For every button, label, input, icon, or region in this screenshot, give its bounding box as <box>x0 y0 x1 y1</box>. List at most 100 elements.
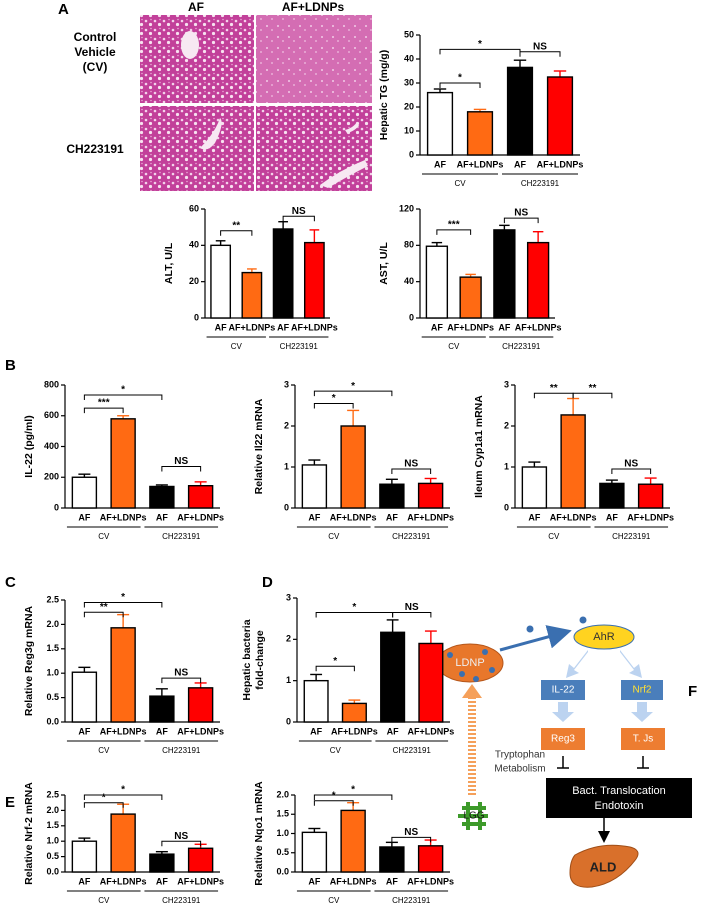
significance-label: NS <box>174 831 188 842</box>
x-tick-label: AF <box>310 726 322 736</box>
bar <box>493 229 516 319</box>
bar <box>149 853 175 873</box>
significance-label: * <box>102 792 106 803</box>
y-tick-label: 40 <box>404 276 414 286</box>
panel-letter: D <box>262 574 273 591</box>
histology-row: (CV) <box>83 60 108 74</box>
y-tick-label: 2 <box>284 420 289 430</box>
significance-bracket <box>161 677 202 684</box>
significance-bracket <box>313 402 354 409</box>
x-tick-label: AF+LDNPs <box>537 159 584 169</box>
significance-label: *** <box>98 398 110 409</box>
significance-label: ** <box>232 220 240 231</box>
ahr-node <box>573 624 635 650</box>
bar <box>417 845 444 873</box>
significance-bracket <box>533 392 574 399</box>
significance-bracket <box>503 217 539 224</box>
significance-label: ** <box>550 383 558 394</box>
bar <box>426 91 454 156</box>
diagram-label: AhR <box>593 631 614 643</box>
y-tick-label: 0 <box>284 502 289 512</box>
x-tick-label: AF <box>386 876 398 886</box>
bar <box>418 642 444 723</box>
y-axis-label: Hepatic TG (mg/g) <box>378 50 390 140</box>
y-tick-label: 2 <box>286 634 291 644</box>
bar <box>110 627 136 723</box>
x-tick-label: AF+LDNPs <box>407 876 454 886</box>
group-label: CV <box>448 342 460 351</box>
significance-label: * <box>351 381 355 392</box>
significance-label: * <box>333 656 337 667</box>
y-tick-label: 40 <box>404 53 414 63</box>
arrow <box>566 650 588 678</box>
y-tick-label: 1 <box>284 461 289 471</box>
x-tick-label: AF <box>431 322 443 332</box>
x-tick-label: AF <box>215 322 227 332</box>
significance-label: NS <box>514 208 528 219</box>
x-tick-label: AF+LDNPs <box>515 322 562 332</box>
diagram-label: LGG <box>463 811 484 822</box>
x-tick-label: AF <box>78 512 90 522</box>
y-tick-label: 0.0 <box>276 866 289 876</box>
histology-column: AF <box>188 0 204 14</box>
significance-bracket <box>391 836 432 843</box>
y-tick-label: 3 <box>284 379 289 389</box>
group-label: CH223191 <box>392 896 431 905</box>
bar <box>149 695 175 723</box>
histology-image <box>256 15 372 103</box>
group-label: CV <box>548 532 560 541</box>
significance-bracket <box>439 48 521 55</box>
bar <box>71 671 98 723</box>
x-tick-label: AF <box>78 726 90 736</box>
bar <box>380 631 406 723</box>
vessel <box>181 31 199 59</box>
diagram-label: Bact. Translocation <box>572 785 666 797</box>
lgg <box>458 802 488 830</box>
bar <box>241 271 263 319</box>
y-axis-label: Hepatic bacteria <box>241 619 253 700</box>
histology-column: AF+LDNPs <box>282 0 345 14</box>
significance-label: * <box>332 393 336 404</box>
y-tick-label: 50 <box>404 29 414 39</box>
x-tick-label: AF <box>386 512 398 522</box>
y-tick-label: 40 <box>189 240 199 250</box>
significance-bracket <box>315 665 355 672</box>
histology-image <box>140 106 254 191</box>
liver <box>569 844 639 888</box>
diagram: LDNP AhR IL-22 Nrf2 Reg3 T. Js Bact. Tra… <box>436 616 692 888</box>
significance-label: NS <box>292 206 306 217</box>
panel-letter: F <box>688 683 697 700</box>
y-axis-label: Relative Reg3g mRNA <box>23 605 35 716</box>
y-tick-label: 2.5 <box>46 789 59 799</box>
bar <box>417 482 444 509</box>
bar <box>187 485 214 509</box>
group-label: CH223191 <box>162 746 201 755</box>
dot <box>579 616 587 624</box>
x-tick-label: AF <box>156 512 168 522</box>
y-tick-label: 2.0 <box>276 789 289 799</box>
y-tick-label: 1.5 <box>46 643 59 653</box>
x-tick-label: AF+LDNPs <box>550 512 597 522</box>
x-tick-label: AF+LDNPs <box>407 512 454 522</box>
y-tick-label: 1 <box>286 675 291 685</box>
y-tick-label: 1.0 <box>46 668 59 678</box>
significance-bracket <box>313 800 354 806</box>
y-tick-label: 2.0 <box>46 619 59 629</box>
diagram-label: ALD <box>590 859 617 874</box>
significance-bracket <box>161 465 202 472</box>
bar <box>506 66 534 156</box>
significance-label: * <box>478 39 482 50</box>
nrf2-node <box>621 680 663 700</box>
significance-bracket <box>313 390 393 397</box>
arrow <box>620 650 642 678</box>
histology-row: CH223191 <box>66 142 124 156</box>
significance-bracket <box>83 394 163 400</box>
y-tick-label: 0 <box>504 502 509 512</box>
significance-label: *** <box>448 220 460 231</box>
bar <box>71 476 98 509</box>
y-tick-label: 1.0 <box>46 836 59 846</box>
bar <box>301 464 328 509</box>
y-tick-label: 0 <box>194 312 199 322</box>
bar <box>187 847 214 873</box>
y-tick-label: 0 <box>286 716 291 726</box>
